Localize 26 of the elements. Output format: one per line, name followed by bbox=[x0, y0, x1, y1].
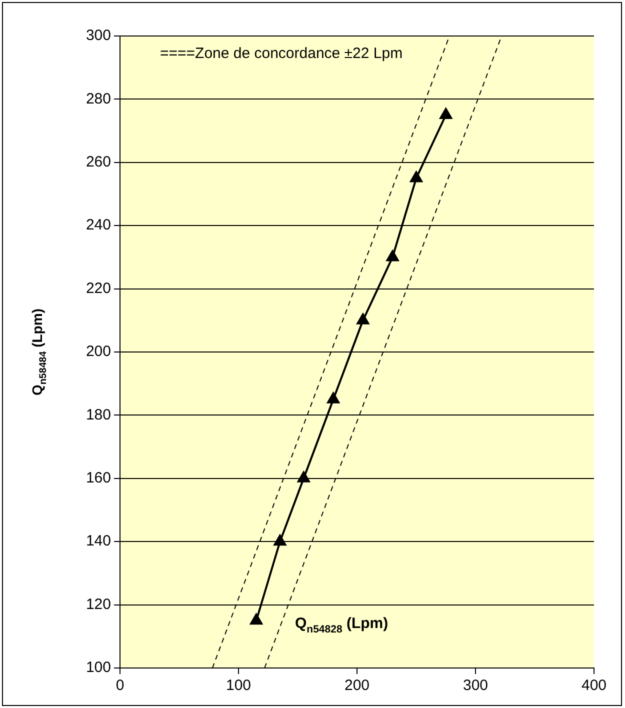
y-tick-label: 220 bbox=[86, 280, 111, 297]
y-tick-label: 120 bbox=[86, 596, 111, 613]
y-tick-label: 300 bbox=[86, 27, 111, 44]
y-tick-label: 260 bbox=[86, 154, 111, 171]
point bbox=[327, 392, 340, 404]
point bbox=[250, 614, 262, 625]
y-tick-label: 100 bbox=[86, 659, 111, 676]
y-tick-label: 240 bbox=[86, 216, 111, 234]
point bbox=[386, 250, 399, 262]
x-tick-label: 200 bbox=[344, 677, 370, 694]
point bbox=[356, 313, 370, 324]
y-tick-label: 200 bbox=[86, 343, 111, 360]
annotation: ====Zone de concordance ±22 Lpm bbox=[160, 45, 403, 62]
x-tick-label: 400 bbox=[581, 677, 607, 694]
y-tick-label: 180 bbox=[86, 406, 111, 424]
x-tick-label: 0 bbox=[116, 677, 124, 694]
point bbox=[440, 108, 452, 119]
y-tick-label: 140 bbox=[86, 532, 111, 550]
point bbox=[410, 171, 422, 182]
x-tick-label: 100 bbox=[226, 677, 252, 694]
x-tick-label: 300 bbox=[462, 677, 488, 694]
point bbox=[297, 471, 310, 482]
y-tick-label: 160 bbox=[86, 470, 111, 487]
y-axis-title: Qn58484 (Lpm) bbox=[29, 308, 50, 396]
point bbox=[274, 534, 286, 546]
y-tick-label: 280 bbox=[86, 90, 111, 108]
